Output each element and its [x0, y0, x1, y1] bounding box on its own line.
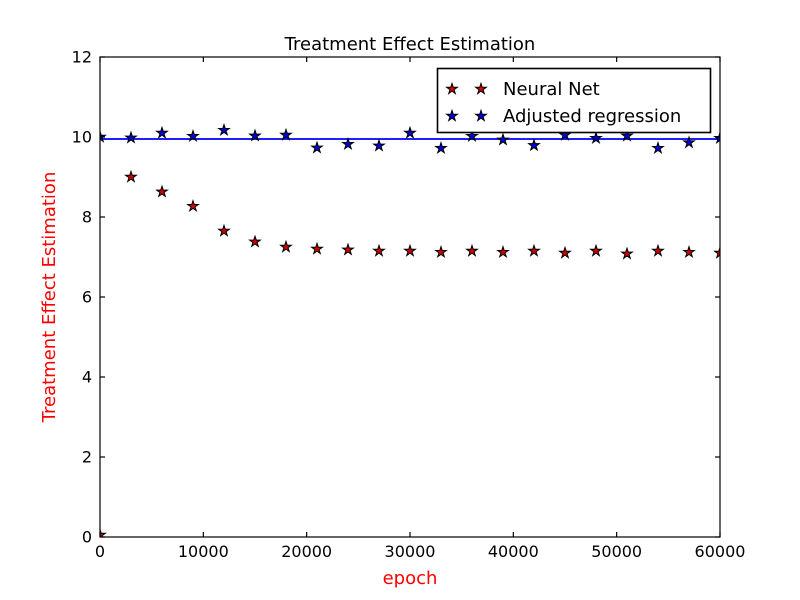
adjusted-regression-marker	[465, 128, 479, 143]
adjusted-regression-marker	[372, 138, 386, 152]
adjusted-regression-marker	[651, 140, 665, 155]
neural-net-marker	[496, 244, 510, 259]
neural-net-marker	[589, 243, 603, 257]
adjusted-regression-marker	[527, 138, 541, 152]
adjusted-regression-marker	[434, 140, 448, 155]
y-tick-label: 0	[82, 528, 92, 547]
adjusted-regression-marker	[682, 135, 696, 149]
adjusted-regression-marker	[341, 136, 355, 151]
adjusted-regression-marker	[248, 128, 262, 142]
neural-net-marker	[100, 527, 107, 537]
y-axis-label: Treatment Effect Estimation	[39, 172, 60, 424]
legend-box	[436, 67, 712, 134]
adjusted-regression-marker	[279, 127, 293, 141]
legend-star-icon	[474, 81, 488, 95]
adjusted-regression-marker	[186, 128, 200, 143]
neural-net-marker	[620, 246, 634, 260]
x-axis-label: epoch	[383, 568, 438, 589]
x-tick-label: 20000	[281, 542, 332, 561]
neural-net-marker	[651, 243, 665, 257]
neural-net-marker	[124, 169, 138, 183]
x-tick-label: 10000	[178, 542, 229, 561]
neural-net-marker	[155, 184, 169, 198]
axis-ticks	[99, 56, 721, 538]
x-tick-label: 40000	[488, 542, 539, 561]
neural-net-marker	[682, 244, 696, 259]
x-tick-label: 0	[95, 542, 105, 561]
legend: Neural Net Adjusted regression	[436, 67, 712, 134]
y-tick-label: 4	[82, 368, 92, 387]
neural-net-marker	[310, 241, 324, 255]
neural-net-series	[100, 169, 720, 537]
legend-star-icon	[474, 108, 488, 122]
legend-star-icon	[445, 108, 459, 122]
legend-marker-neural-net	[445, 81, 488, 95]
neural-net-marker	[186, 198, 200, 213]
axis-tick-labels: 0 10000 20000 30000 40000 50000 60000 0 2 4 6 8 10 12	[72, 48, 746, 562]
neural-net-marker	[527, 243, 541, 257]
y-tick-label: 2	[82, 448, 92, 467]
adjusted-regression-series	[100, 122, 720, 155]
x-tick-label: 50000	[591, 542, 642, 561]
neural-net-marker	[713, 245, 720, 259]
neural-net-marker	[372, 243, 386, 257]
chart-title: Treatment Effect Estimation	[284, 34, 536, 55]
neural-net-marker	[217, 223, 231, 237]
plot-area	[100, 57, 720, 537]
neural-net-marker	[558, 245, 572, 259]
x-tick-label: 60000	[695, 542, 746, 561]
legend-star-icon	[445, 81, 459, 95]
y-tick-label: 10	[72, 128, 92, 147]
adjusted-regression-marker	[310, 140, 324, 154]
legend-label-neural-net: Neural Net	[503, 79, 600, 100]
adjusted-regression-marker	[124, 130, 138, 144]
neural-net-marker	[341, 242, 355, 256]
adjusted-regression-marker	[589, 130, 603, 145]
legend-marker-adjusted-regression	[445, 108, 488, 122]
neural-net-marker	[465, 243, 479, 257]
legend-label-adjusted-regression: Adjusted regression	[503, 106, 681, 127]
adjusted-regression-marker	[403, 125, 417, 139]
adjusted-regression-marker	[155, 125, 169, 139]
adjusted-regression-marker	[496, 132, 510, 146]
neural-net-marker	[403, 243, 417, 257]
neural-net-marker	[248, 234, 262, 248]
neural-net-marker	[279, 239, 293, 253]
neural-net-marker	[434, 244, 448, 259]
x-tick-label: 30000	[385, 542, 436, 561]
y-tick-label: 6	[82, 288, 92, 307]
y-tick-label: 12	[72, 48, 92, 67]
adjusted-regression-marker	[620, 128, 634, 142]
y-tick-label: 8	[82, 208, 92, 227]
adjusted-regression-marker	[217, 122, 231, 137]
